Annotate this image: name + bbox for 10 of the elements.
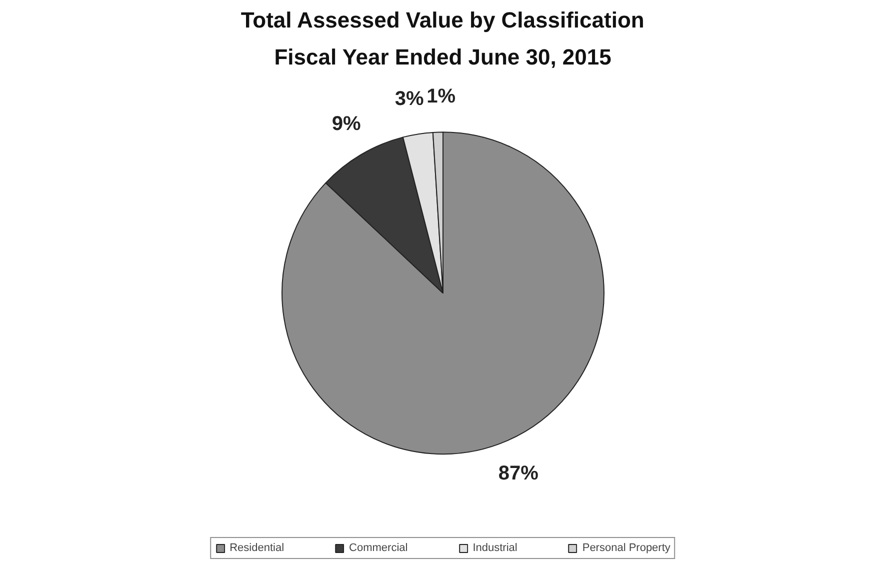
data-label: 3% <box>394 88 424 110</box>
legend-label: Commercial <box>349 542 408 554</box>
data-label: 1% <box>426 85 456 108</box>
data-label: 87% <box>498 462 539 485</box>
chart-title: Total Assessed Value by Classification <box>240 8 644 32</box>
legend-label: Industrial <box>472 542 518 554</box>
chart-subtitle: Fiscal Year Ended June 30, 2015 <box>274 44 612 70</box>
legend-label: Residential <box>230 542 284 554</box>
data-label: 9% <box>332 112 361 135</box>
legend-label: Personal Property <box>582 542 670 554</box>
